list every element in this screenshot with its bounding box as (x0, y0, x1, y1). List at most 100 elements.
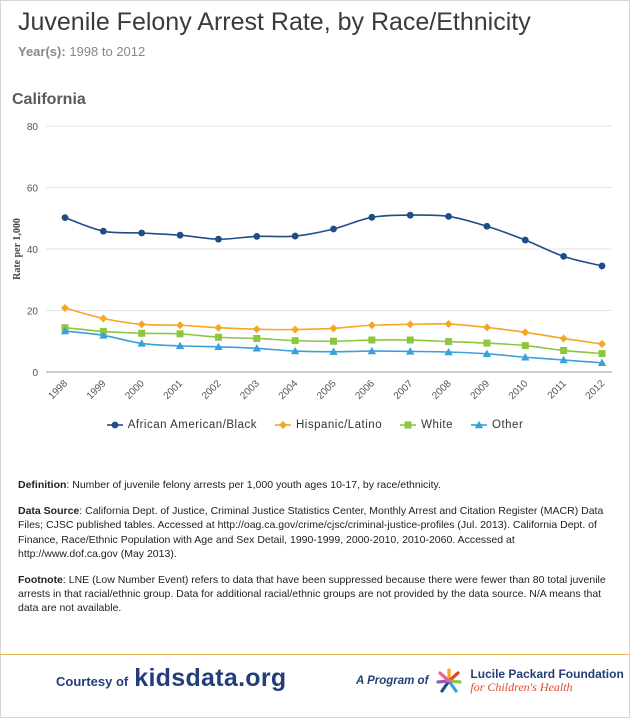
x-tick-label: 2005 (315, 378, 339, 402)
data-point (329, 347, 338, 355)
y-axis-label: Rate per 1,000 (12, 218, 23, 280)
definition-note: Definition: Number of juvenile felony ar… (18, 478, 608, 492)
data-point (521, 328, 530, 337)
data-point (99, 331, 108, 339)
legend-item[interactable]: Other (471, 419, 523, 431)
data-point (521, 353, 530, 361)
x-tick-label: 2008 (430, 378, 454, 402)
definition-text: : Number of juvenile felony arrests per … (66, 479, 441, 491)
y-tick-label: 60 (27, 184, 39, 195)
legend-item[interactable]: White (400, 419, 453, 431)
courtesy-block[interactable]: Courtesy of kidsdata.org (56, 664, 286, 693)
x-tick-label: 2003 (238, 378, 262, 402)
y-tick-label: 0 (32, 368, 38, 379)
data-point (444, 347, 453, 356)
footnote-text: : LNE (Low Number Event) refers to data … (18, 573, 606, 615)
y-tick-label: 80 (27, 122, 39, 133)
data-point (598, 262, 606, 270)
legend-marker-icon (400, 421, 417, 429)
data-point (291, 232, 299, 240)
footnote-label: Footnote (18, 573, 63, 586)
program-label: A Program of (356, 675, 429, 688)
data-point (406, 336, 414, 344)
data-point (597, 358, 607, 366)
x-tick-label: 2002 (200, 378, 224, 402)
x-tick-label: 1999 (85, 378, 109, 402)
legend-item[interactable]: Hispanic/Latino (274, 419, 383, 431)
data-point (598, 350, 606, 358)
data-point (482, 323, 491, 332)
x-tick-label: 2007 (392, 378, 416, 402)
data-point (138, 329, 146, 337)
data-point (521, 342, 529, 350)
y-tick-label: 40 (27, 245, 39, 256)
x-tick-label: 2010 (507, 378, 531, 402)
legend-marker (404, 421, 412, 429)
legend-marker-icon (471, 420, 488, 429)
line-chart: 0 20 40 60 80 Rate per 1,000 1998 1999 2000 2001 2… (12, 122, 612, 402)
data-point (291, 325, 300, 334)
data-point (483, 222, 491, 230)
kidsdata-logo-text[interactable]: kidsdata.org (134, 664, 287, 692)
footnote-note: Footnote: LNE (Low Number Event) refers … (18, 573, 608, 616)
data-point (214, 323, 223, 332)
data-point (176, 330, 184, 338)
data-point (445, 338, 453, 346)
notes-section: Definition: Number of juvenile felony ar… (18, 478, 608, 627)
data-point (253, 232, 261, 240)
courtesy-label: Courtesy of (56, 674, 129, 689)
data-point (176, 321, 185, 330)
foundation-name: Lucile Packard Foundation (470, 667, 624, 681)
x-tick-label: 2001 (162, 378, 186, 402)
years-line: Year(s): 1998 to 2012 (18, 44, 145, 59)
y-tick-label: 20 (27, 307, 39, 318)
data-point (215, 235, 222, 243)
data-point (214, 333, 222, 341)
data-point (559, 355, 568, 364)
data-point (61, 214, 69, 222)
legend-marker (278, 421, 287, 429)
data-point (560, 252, 568, 260)
data-point (368, 336, 376, 344)
program-block[interactable]: A Program of Lucile Packard Foundation f… (356, 667, 624, 694)
x-tick-label: 2009 (469, 378, 493, 402)
data-point (406, 347, 415, 355)
source-label: Data Source (18, 505, 80, 518)
definition-label: Definition (18, 479, 67, 491)
legend-marker-icon (274, 421, 291, 429)
series-line-3 (64, 330, 603, 364)
data-point (99, 314, 108, 323)
data-point (176, 231, 184, 239)
data-point (60, 326, 70, 335)
data-point (367, 321, 376, 330)
data-point (367, 346, 377, 355)
data-point (444, 320, 453, 329)
data-point (253, 334, 261, 342)
legend-item[interactable]: African American/Black (106, 419, 257, 431)
legend-marker (111, 421, 119, 429)
data-point (406, 320, 415, 329)
legend-label: Other (492, 419, 524, 431)
x-tick-label: 2012 (584, 378, 608, 402)
data-point (330, 337, 337, 345)
chart-legend: African American/Black Hispanic/Latino Whi… (0, 419, 630, 431)
x-tick-label: 1998 (47, 378, 71, 402)
source-text: : California Dept. of Justice, Criminal … (18, 505, 604, 560)
data-point (406, 211, 414, 219)
data-point (559, 334, 568, 343)
legend-marker (474, 420, 484, 429)
data-point (598, 340, 606, 349)
x-tick-label: 2004 (277, 378, 301, 402)
data-point (330, 225, 337, 233)
legend-label: Hispanic/Latino (295, 419, 383, 431)
data-point (521, 236, 529, 244)
source-note: Data Source: California Dept. of Justice… (18, 504, 608, 561)
data-point (290, 346, 300, 355)
x-tick-label: 2011 (546, 378, 569, 401)
data-point (483, 339, 491, 347)
region-title: California (12, 91, 86, 108)
data-point (252, 325, 261, 334)
data-point (138, 229, 146, 237)
data-point (329, 324, 338, 333)
x-tick-label: 2006 (353, 378, 377, 402)
